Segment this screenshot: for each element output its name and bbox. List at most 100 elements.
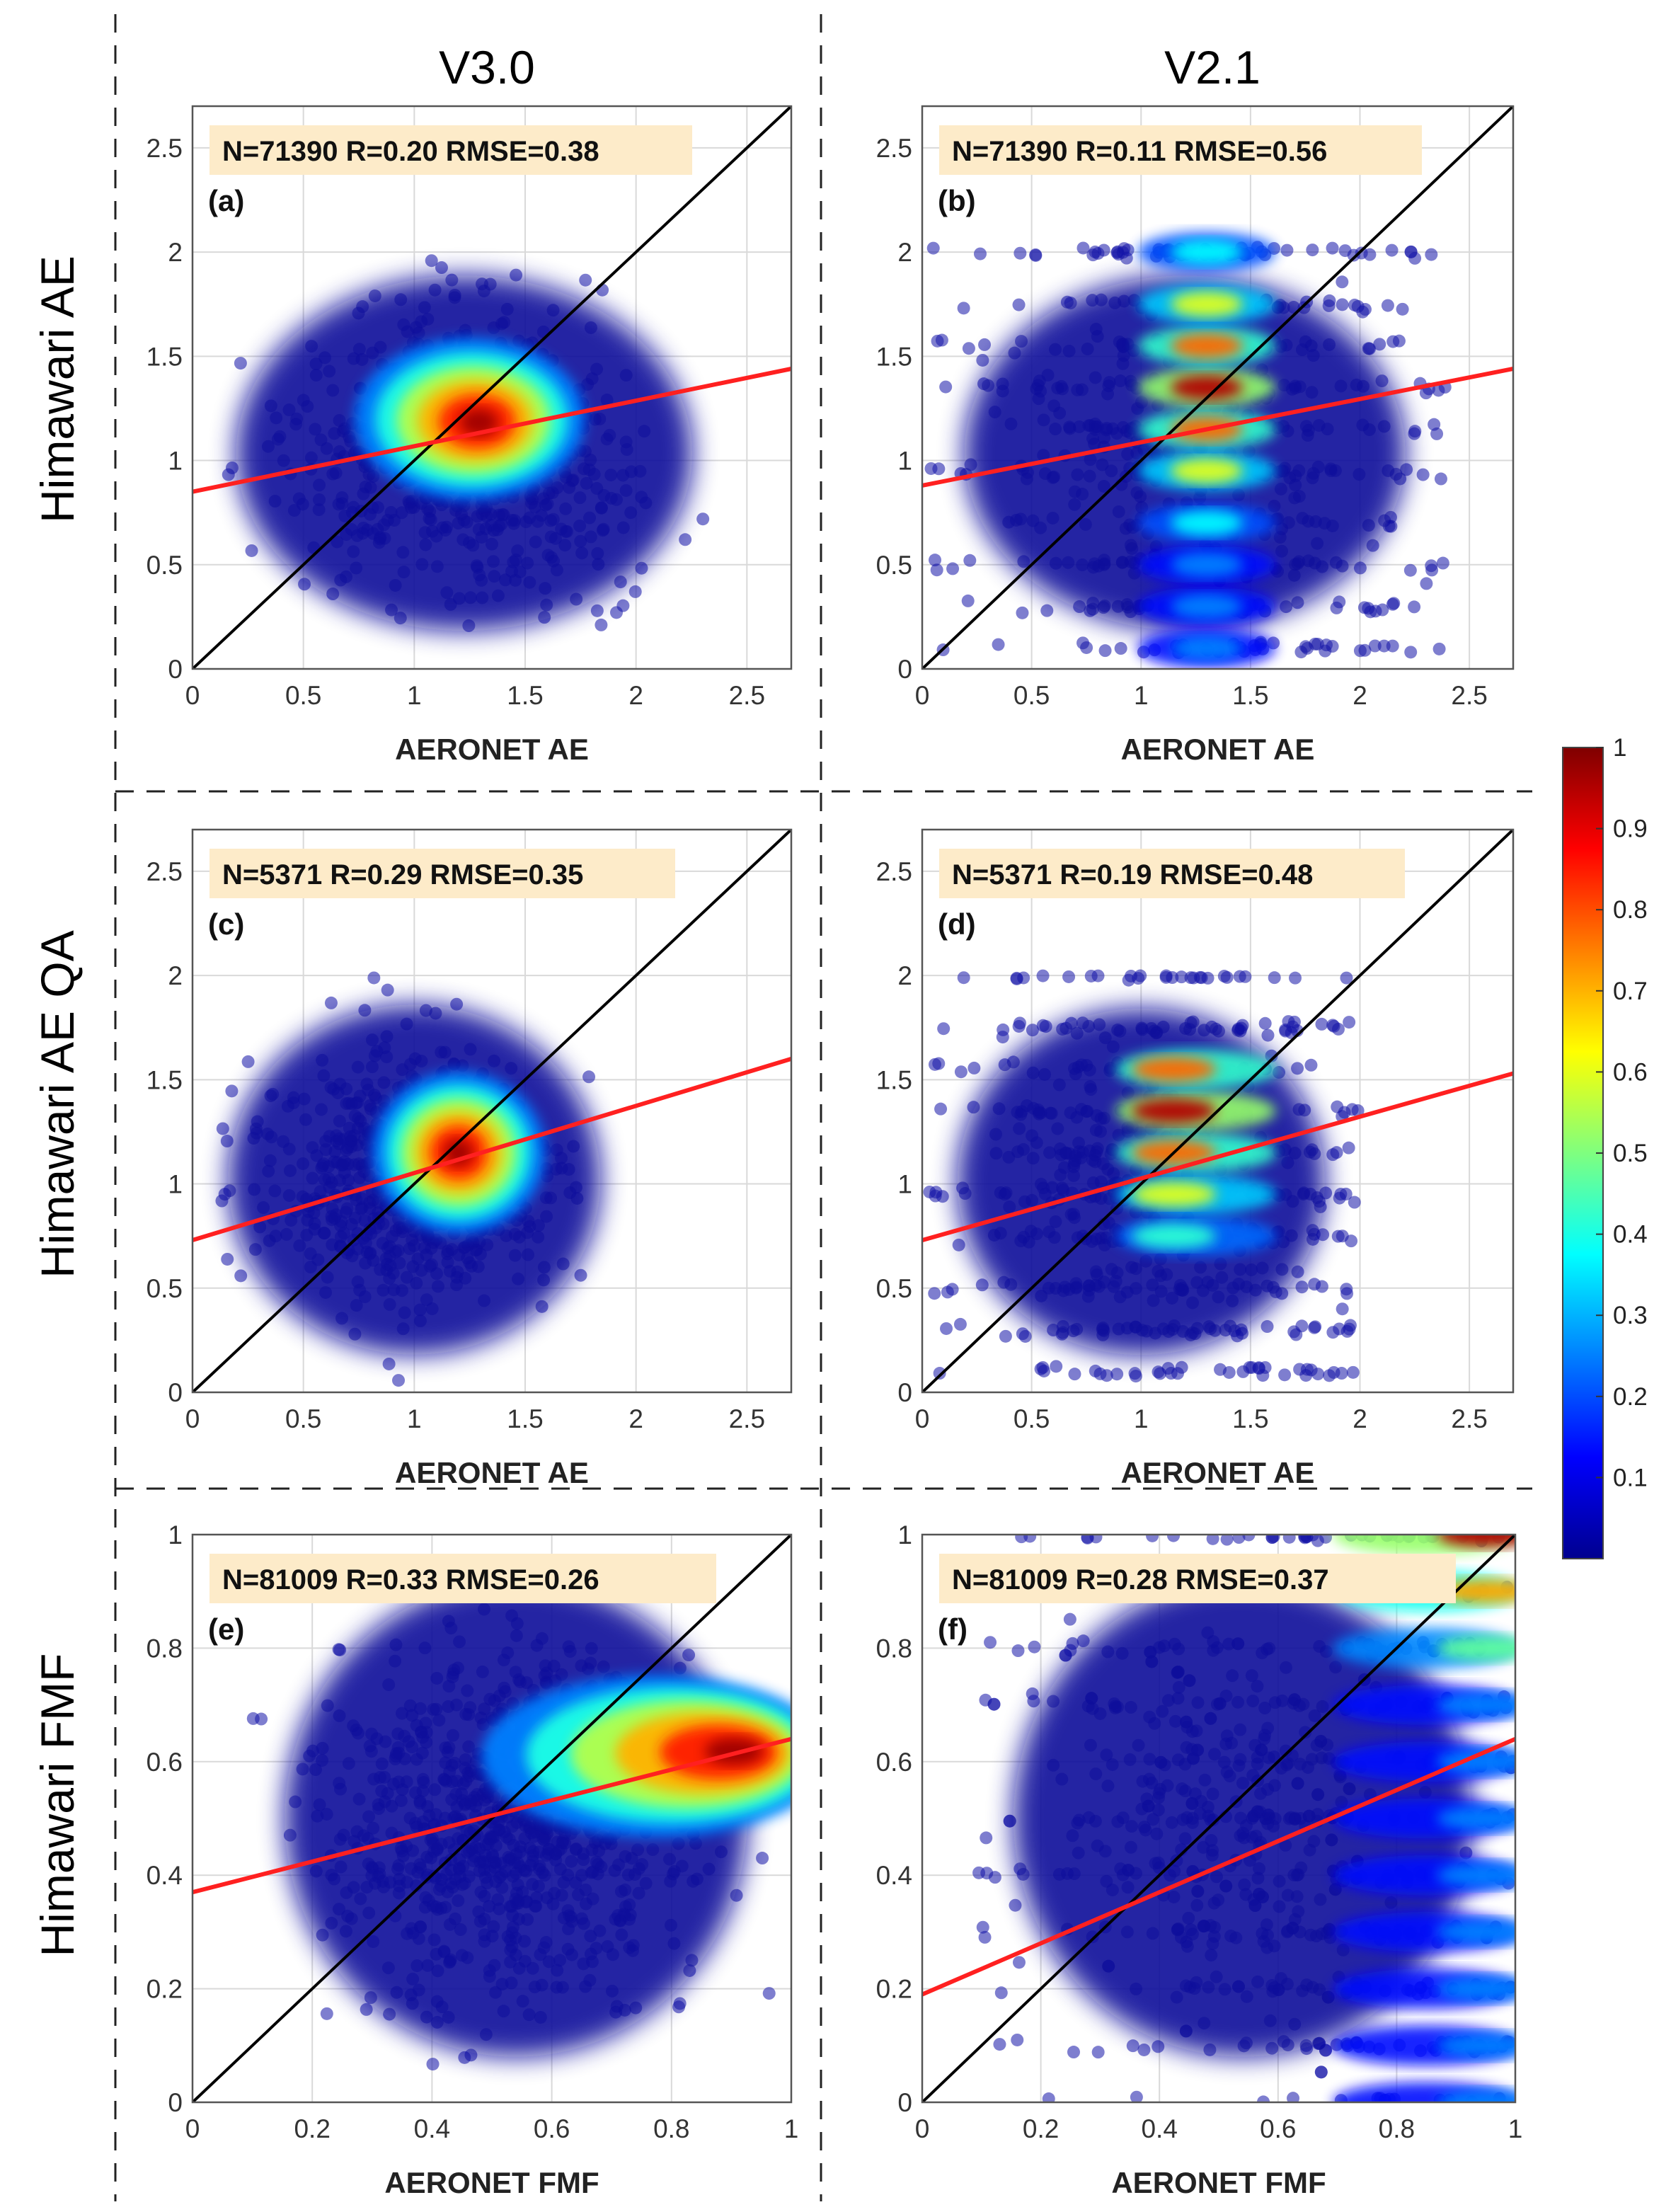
scatter-point [1436, 556, 1449, 570]
regression-line [922, 1071, 1513, 1242]
stats-box [939, 849, 1405, 898]
scatter-point [928, 1287, 941, 1300]
stats-label: N=71390 R=0.20 RMSE=0.38 [222, 136, 599, 167]
x-tick-label: 0.8 [653, 2114, 689, 2143]
x-tick-label: 2.5 [1451, 1404, 1487, 1433]
row-label-himawari-fmf: Himawari FMF [31, 1654, 84, 1957]
scatter-point [993, 2038, 1006, 2051]
scatter-point [1100, 1369, 1113, 1382]
x-axis-label: AERONET AE [1121, 1456, 1315, 1489]
scatter-point [1408, 427, 1421, 440]
panel-e: 0 0.2 0.4 0.6 0.8 1 0 0.2 0.4 0.6 0.8 1 AERONET FMF N… [147, 1520, 799, 2199]
scatter-point [1287, 2092, 1300, 2102]
scatter-point [939, 380, 953, 394]
scatter-point [579, 273, 592, 287]
scatter-point [984, 1636, 997, 1649]
y-tick-label: 1.5 [147, 342, 183, 371]
y-tick-label: 0.2 [876, 1975, 912, 2004]
y-tick-label: 0 [897, 2088, 912, 2117]
panels: 0 0.5 1 1.5 2 2.5 0 0.5 1 1.5 2 2.5 AERONET AE N=7139… [147, 105, 1522, 2199]
scatter-point [1308, 1278, 1321, 1291]
scatter-point [1042, 2092, 1055, 2102]
panel-tag: (d) [938, 907, 976, 941]
one-to-one-line [193, 830, 791, 1392]
scatter-point [928, 1058, 941, 1071]
scatter-point [1261, 1320, 1274, 1334]
scatter-point [1336, 1230, 1349, 1243]
scatter-point [1152, 1365, 1165, 1379]
stats-label: N=71390 R=0.11 RMSE=0.56 [952, 136, 1327, 167]
x-tick-label: 1 [784, 2114, 799, 2143]
y-tick-label: 0.4 [147, 1861, 183, 1890]
scatter-point [1231, 1329, 1244, 1343]
x-tick-label: 0.6 [534, 2114, 570, 2143]
x-tick-label: 2 [628, 681, 643, 710]
scatter-point [360, 2002, 373, 2016]
scatter-point [1011, 1644, 1025, 1658]
scatter-point [1419, 386, 1432, 400]
scatter-point [1385, 243, 1399, 257]
panel-c: 0 0.5 1 1.5 2 2.5 0 0.5 1 1.5 2 2.5 AERONET AE N=5371… [147, 828, 793, 1489]
scatter-point [225, 461, 239, 474]
scatter-point [1062, 970, 1076, 983]
scatter-point [1122, 973, 1135, 987]
y-tick-label: 0 [168, 2088, 183, 2117]
scatter-point [1319, 644, 1332, 658]
scatter-point [961, 594, 975, 607]
scatter-point [987, 1697, 1001, 1711]
scatter-point [1012, 1019, 1026, 1033]
scatter-point [1118, 242, 1131, 256]
scatter-point [1091, 2046, 1105, 2059]
scatter-point [1050, 1360, 1063, 1373]
scatter-point [450, 997, 464, 1011]
scatter-point [1287, 1325, 1301, 1339]
row-label-himawari-ae: Himawari AE [31, 256, 84, 523]
colorbar: 1 0.9 0.8 0.7 0.6 0.5 0.4 0.3 0.2 0.1 [1562, 734, 1648, 1559]
density-band-core [1171, 636, 1244, 661]
scatter-point [957, 302, 970, 315]
scatter-point [234, 357, 247, 370]
scatter-point [1016, 606, 1029, 619]
scatter-point [1381, 299, 1394, 312]
scatter-point [1377, 639, 1391, 653]
x-tick-label: 0.5 [285, 1404, 321, 1433]
x-axis-label: AERONET AE [395, 1456, 589, 1489]
x-tick-label: 0.4 [1141, 2114, 1177, 2143]
scatter-point [435, 261, 448, 275]
x-tick-label: 0.2 [294, 2114, 330, 2143]
scatter-point [1336, 298, 1349, 311]
x-tick-label: 0 [915, 2114, 930, 2143]
scatter-point [1166, 970, 1179, 984]
scatter-point [932, 462, 946, 476]
scatter-point [1265, 1535, 1279, 1545]
scatter-point [1314, 2065, 1328, 2079]
x-tick-label: 0.5 [1013, 1404, 1050, 1433]
scatter-point [1434, 472, 1447, 486]
scatter-point [628, 585, 642, 598]
y-tick-label: 0.5 [147, 1274, 183, 1303]
scatter-point [975, 1278, 989, 1292]
scatter-point [1282, 1535, 1296, 1544]
y-tick-label: 0 [897, 655, 912, 684]
scatter-point [1346, 1365, 1360, 1379]
scatter-point [1369, 604, 1382, 618]
x-tick-label: 1.5 [507, 1404, 543, 1433]
scatter-point [595, 618, 608, 631]
scatter-point [1214, 1363, 1227, 1376]
scatter-point [1236, 1019, 1249, 1032]
scatter-point [1081, 1535, 1094, 1544]
scatter-point [367, 971, 381, 985]
colorbar-tick-label: 0.8 [1613, 896, 1648, 924]
x-tick-label: 1.5 [1232, 1404, 1268, 1433]
x-axis-label: AERONET AE [1121, 733, 1315, 766]
scatter-point [1278, 1368, 1292, 1382]
colorbar-tick-label: 0.7 [1613, 978, 1648, 1005]
scatter-point [936, 1190, 949, 1203]
scatter-point [1404, 245, 1418, 258]
one-to-one-line [193, 1535, 791, 2102]
scatter-point [1080, 641, 1093, 654]
scatter-point [980, 1831, 993, 1845]
density-band-core [1171, 239, 1244, 265]
scatter-point [1343, 1319, 1357, 1332]
scatter-point [1195, 971, 1208, 985]
